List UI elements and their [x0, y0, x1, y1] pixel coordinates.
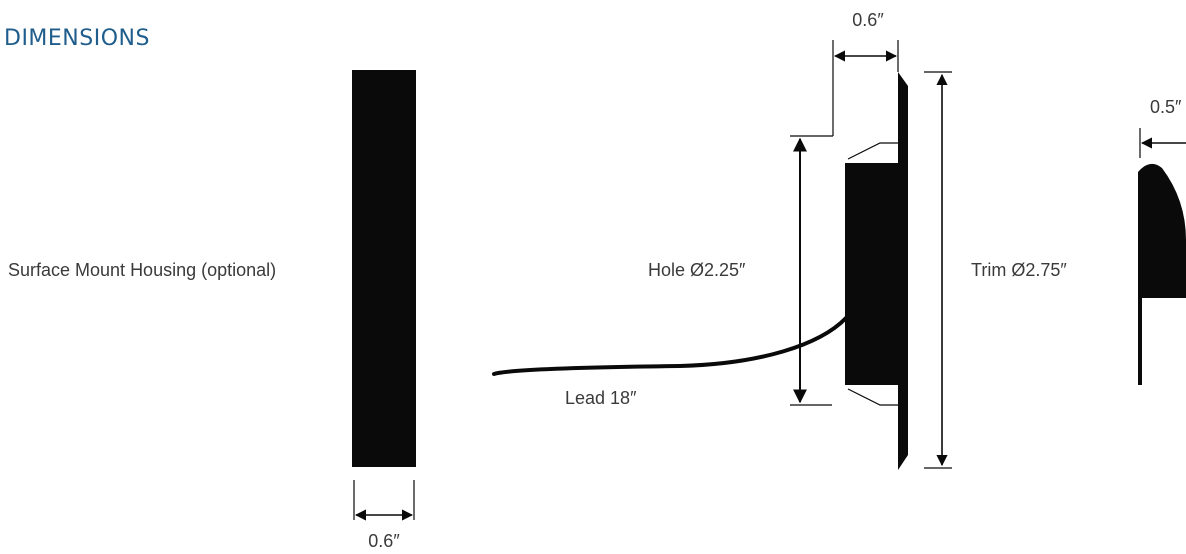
- spring-clip-bottom: [847, 388, 898, 406]
- housing-width-label: 0.6″: [368, 531, 400, 551]
- depth-label: 0.6″: [852, 10, 884, 30]
- fixture-body: [845, 163, 903, 385]
- lead-wire: [492, 316, 848, 376]
- fixture-profile: [845, 72, 908, 470]
- housing-label: Surface Mount Housing (optional): [8, 260, 276, 280]
- depth-dimension: [832, 40, 899, 136]
- trim-flange: [898, 72, 908, 470]
- trim-dimension: [924, 71, 952, 469]
- hole-dimension: [790, 135, 833, 406]
- page-title: DIMENSIONS: [4, 26, 150, 51]
- side-view-shape: [1138, 163, 1186, 385]
- spring-clip-top: [847, 142, 898, 160]
- trim-label: Trim Ø2.75″: [971, 260, 1067, 280]
- side-depth-label: 0.5″: [1150, 97, 1182, 117]
- surface-mount-housing: [352, 70, 416, 521]
- lead-label: Lead 18″: [565, 388, 637, 408]
- hole-label: Hole Ø2.25″: [648, 260, 746, 280]
- housing-body: [352, 70, 416, 467]
- side-view-partial: [1138, 128, 1186, 385]
